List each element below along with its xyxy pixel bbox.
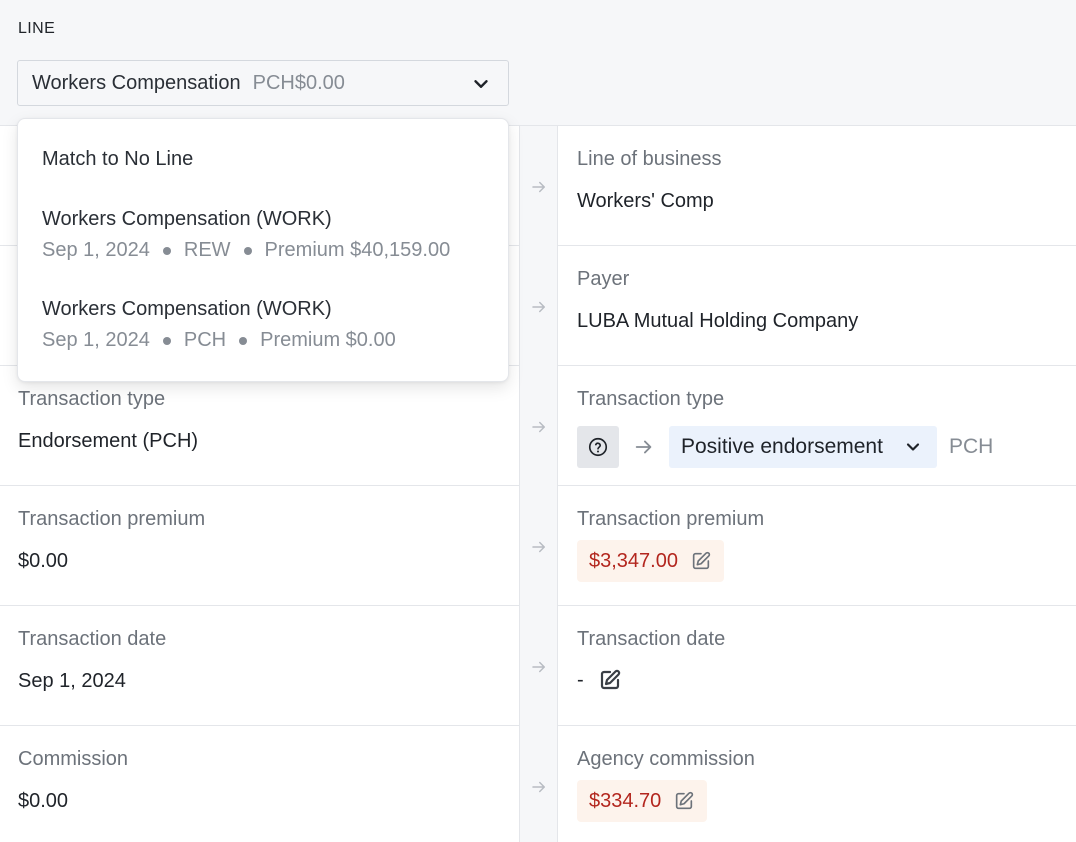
field-label: Agency commission [577,748,755,770]
edit-icon[interactable] [598,668,622,692]
arrow-right-icon [532,181,545,193]
arrow-right-icon [532,541,545,553]
arrow-right-icon [532,421,545,433]
field-value: $0.00 [18,790,69,812]
line-select-value: Workers Compensation [32,71,241,94]
option-title: Workers Compensation (WORK) [42,298,332,320]
line-selector-area: LINE Workers Compensation PCH$0.00 [0,0,1076,126]
separator-dot [162,246,171,255]
edit-icon[interactable] [673,790,695,812]
edit-icon[interactable] [690,550,712,572]
arrow-right-icon [532,661,545,673]
field-label: Line of business [577,148,722,170]
field-value: Sep 1, 2024 [18,670,126,692]
field-label: Transaction type [18,388,166,410]
line-dropdown-menu: Match to No Line Workers Compensation (W… [17,118,509,382]
separator-dot [239,336,248,345]
option-premium: Premium $0.00 [260,329,396,351]
agency-commission-value[interactable]: $334.70 [577,780,708,822]
transaction-type-select[interactable]: Positive endorsement [669,426,937,468]
left-row-commission: Commission $0.00 [0,726,519,842]
field-label: Transaction premium [18,508,206,530]
unknown-type-button[interactable] [577,426,619,468]
dropdown-option-pch[interactable]: Workers Compensation (WORK) Sep 1, 2024 … [42,298,396,352]
chevron-down-icon [474,80,488,88]
left-row-transaction-premium: Transaction premium $0.00 [0,486,519,606]
transaction-type-mapping: Positive endorsement PCH [577,426,993,468]
field-label: Transaction type [577,388,725,410]
option-date: Sep 1, 2024 [42,329,150,351]
field-label: Transaction premium [577,508,765,530]
transaction-type-select-value: Positive endorsement [681,435,883,458]
amount-text: $334.70 [589,789,662,812]
option-meta: Sep 1, 2024 REW Premium $40,159.00 [42,239,450,262]
field-value: LUBA Mutual Holding Company [577,310,859,332]
separator-dot [162,336,171,345]
separator-dot [243,246,252,255]
right-row-transaction-type: Transaction type Positive endorsement PC… [558,366,1076,486]
field-label: Commission [18,748,129,770]
line-label: LINE [18,20,56,37]
left-row-transaction-date: Transaction date Sep 1, 2024 [0,606,519,726]
option-code: PCH [183,329,227,351]
date-text: - [577,668,584,691]
right-row-transaction-premium: Transaction premium $3,347.00 [558,486,1076,606]
arrow-right-icon [532,301,545,313]
right-row-line-of-business: Line of business Workers' Comp [558,126,1076,246]
right-row-transaction-date: Transaction date - [558,606,1076,726]
chevron-down-icon [906,443,920,451]
option-premium: Premium $40,159.00 [264,239,451,261]
field-value: Workers' Comp [577,190,714,212]
left-row-transaction-type: Transaction type Endorsement (PCH) [0,366,519,486]
right-row-payer: Payer LUBA Mutual Holding Company [558,246,1076,366]
right-row-agency-commission: Agency commission $334.70 [558,726,1076,842]
line-select[interactable]: Workers Compensation PCH$0.00 [17,60,509,106]
field-label: Transaction date [18,628,167,650]
arrow-right-icon [532,781,545,793]
transaction-premium-value[interactable]: $3,347.00 [577,540,724,582]
field-label: Payer [577,268,630,290]
option-code: REW [183,239,231,261]
option-title: Match to No Line [42,148,194,170]
mapping-arrows [520,126,558,842]
option-meta: Sep 1, 2024 PCH Premium $0.00 [42,329,396,352]
source-column: Transaction type Endorsement (PCH) Trans… [0,126,520,842]
line-select-sub: PCH$0.00 [252,71,345,94]
option-date: Sep 1, 2024 [42,239,150,261]
option-title: Workers Compensation (WORK) [42,208,332,230]
field-value: Endorsement (PCH) [18,430,199,452]
field-value: $0.00 [18,550,69,572]
transaction-date-value: - [577,668,622,692]
field-label: Transaction date [577,628,726,650]
dropdown-option-rew[interactable]: Workers Compensation (WORK) Sep 1, 2024 … [42,208,450,262]
dropdown-option-no-line[interactable]: Match to No Line [42,148,193,171]
transaction-type-code: PCH [948,435,994,458]
arrow-right-icon [635,440,652,454]
amount-text: $3,347.00 [589,549,678,572]
question-circle-icon [588,437,608,457]
target-column: Line of business Workers' Comp Payer LUB… [558,126,1076,842]
